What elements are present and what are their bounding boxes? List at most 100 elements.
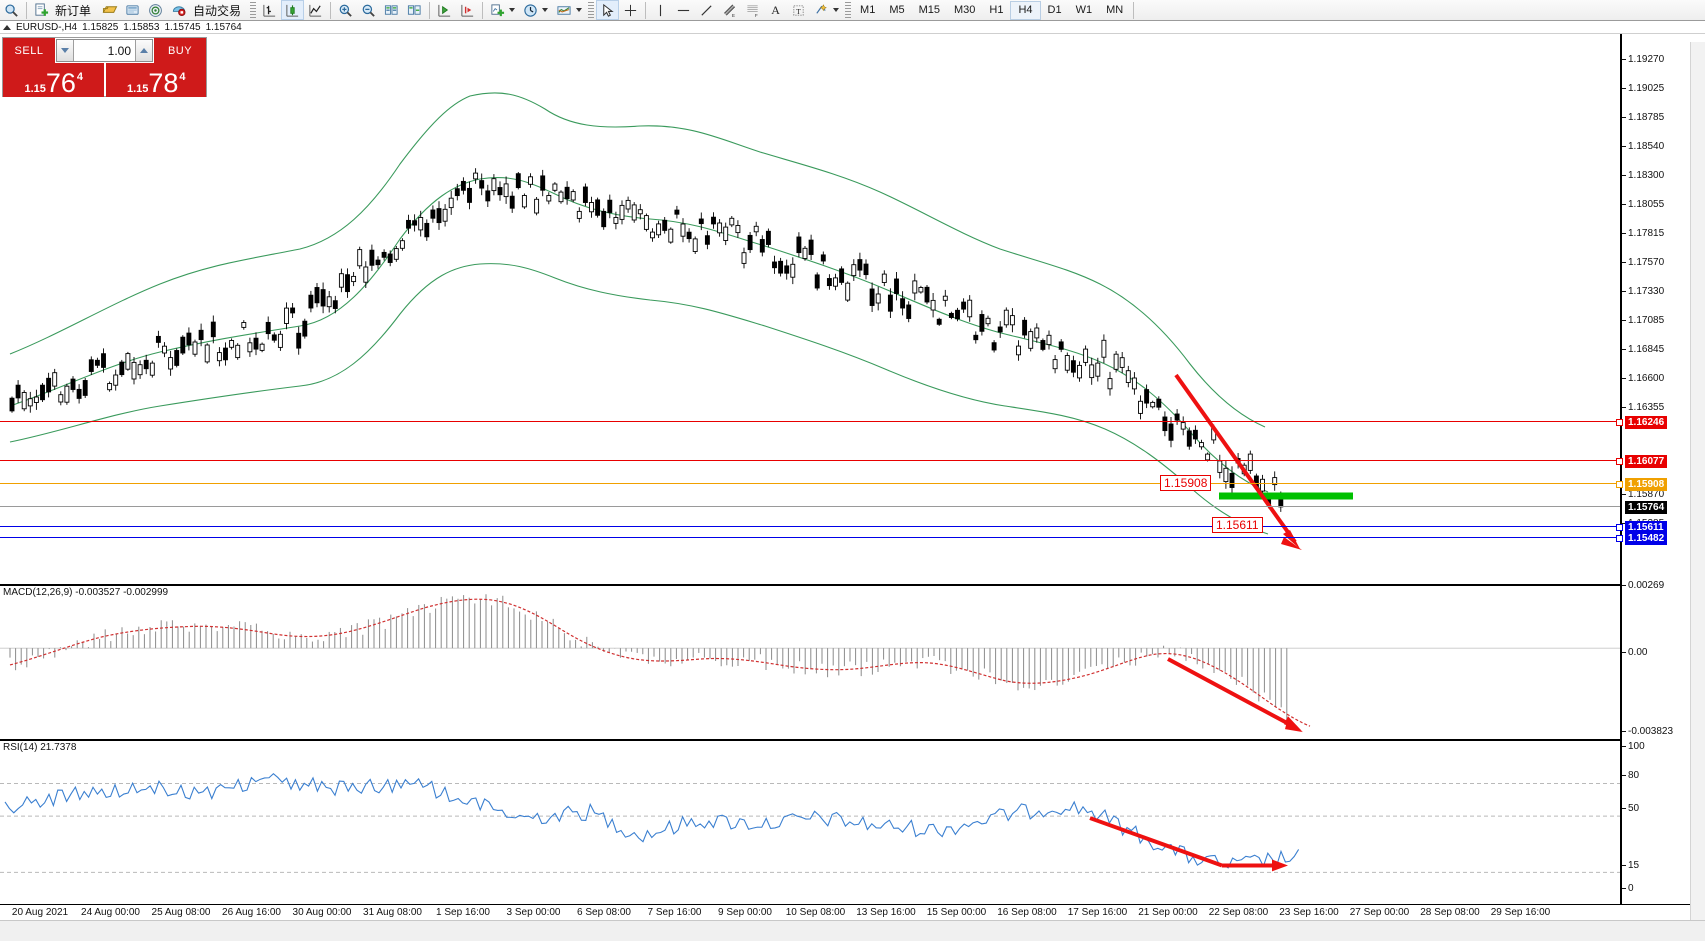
price-tag-resistance-1[interactable]: 1.16246 <box>1625 416 1668 429</box>
level-line-1.15482[interactable] <box>0 537 1620 538</box>
price-tag-support-2[interactable]: 1.15482 <box>1625 532 1668 545</box>
rsi-pane[interactable]: RSI(14) 21.7378 <box>0 739 1705 904</box>
vertical-scrollbar[interactable] <box>1690 42 1705 941</box>
time-axis-label: 25 Aug 08:00 <box>151 907 211 918</box>
time-axis-label: 30 Aug 00:00 <box>292 907 352 918</box>
time-axis[interactable]: 20 Aug 2021 24 Aug 00:00 25 Aug 08:00 26 Au… <box>0 904 1705 920</box>
signals-icon[interactable] <box>144 0 167 20</box>
buy-price-sup: 4 <box>179 71 186 83</box>
period-button[interactable] <box>519 0 552 20</box>
zoom-out-icon[interactable] <box>357 0 380 20</box>
time-axis-label: 3 Sep 00:00 <box>506 907 561 918</box>
axis-tick: 1.18785 <box>1622 112 1664 123</box>
timeframe-h1[interactable]: H1 <box>989 4 1004 16</box>
volume-decrease-button[interactable] <box>57 40 74 61</box>
macd-pane[interactable]: MACD(12,26,9) -0.003527 -0.002999 <box>0 584 1705 739</box>
folder-icon[interactable] <box>98 0 121 20</box>
magnifier-icon[interactable] <box>0 0 23 20</box>
timeframe-m30[interactable]: M30 <box>954 4 976 16</box>
level-line-1.15908[interactable] <box>0 483 1620 484</box>
toolbar-grip[interactable] <box>250 1 257 19</box>
chevron-down-icon-4[interactable] <box>833 8 840 12</box>
cursor-icon[interactable] <box>596 0 620 20</box>
sell-price-prefix: 1.15 <box>24 83 46 95</box>
axis-tick: 1.17815 <box>1622 228 1664 239</box>
price-tag-support-1[interactable]: 1.15611 <box>1625 521 1667 534</box>
trendline-icon[interactable] <box>695 0 718 20</box>
symbol-name: EURUSD-,H4 <box>16 21 78 33</box>
vertical-line-icon[interactable] <box>649 0 672 20</box>
level-line-1.16077[interactable] <box>0 460 1620 461</box>
resistance-annotation[interactable]: 1.15908 <box>1160 475 1212 491</box>
toolbar-divider-2 <box>330 1 332 19</box>
level-line-1.16246[interactable] <box>0 421 1620 422</box>
volume-increase-button[interactable] <box>135 40 152 61</box>
candlestick-icon[interactable] <box>281 0 305 20</box>
sell-button[interactable]: SELL <box>3 38 55 63</box>
svg-text:T: T <box>796 6 801 15</box>
bar-chart-icon[interactable] <box>258 0 281 20</box>
text-icon[interactable]: A <box>771 2 780 17</box>
time-axis-label: 21 Sep 00:00 <box>1138 907 1198 918</box>
crosshair-icon[interactable] <box>619 0 642 20</box>
autotrading-button[interactable]: 自动交易 <box>167 0 248 20</box>
symbol-header: EURUSD-,H4 1.15825 1.15853 1.15745 1.157… <box>0 21 1705 34</box>
horizontal-line-icon[interactable] <box>672 0 695 20</box>
chevron-down-icon-2[interactable] <box>542 8 549 12</box>
volume-stepper[interactable]: 1.00 <box>56 39 153 62</box>
level-handle[interactable] <box>1616 481 1623 488</box>
level-handle[interactable] <box>1616 535 1623 542</box>
time-axis-label: 6 Sep 08:00 <box>577 907 631 918</box>
level-handle[interactable] <box>1616 458 1623 465</box>
price-tag-pivot[interactable]: 1.15908 <box>1625 478 1668 491</box>
rsi-label: RSI(14) 21.7378 <box>3 742 77 753</box>
new-order-button[interactable]: 新订单 <box>30 0 98 20</box>
price-tag-resistance-2[interactable]: 1.16077 <box>1625 455 1668 468</box>
level-line-1.15611[interactable] <box>0 526 1620 527</box>
chevron-down-icon[interactable] <box>509 8 516 12</box>
one-click-trading-panel[interactable]: SELL 1.00 BUY 1.15 76 4 1.15 78 4 <box>2 37 207 97</box>
timeframe-h4[interactable]: H4 <box>1010 0 1041 20</box>
time-axis-label: 7 Sep 16:00 <box>647 907 702 918</box>
collapse-icon[interactable] <box>3 24 11 30</box>
rsi-axis-tick: 50 <box>1622 803 1639 814</box>
rsi-plot <box>0 772 1620 873</box>
time-axis-label: 10 Sep 08:00 <box>785 907 846 918</box>
price-pane[interactable]: 1.15908 1.15611 <box>0 34 1705 584</box>
timeframe-m1[interactable]: M1 <box>860 4 876 16</box>
volume-input[interactable]: 1.00 <box>107 43 131 58</box>
chart-step-icon[interactable] <box>456 0 479 20</box>
autotrading-label: 自动交易 <box>193 3 242 18</box>
level-handle[interactable] <box>1616 419 1623 426</box>
main-toolbar[interactable]: 新订单 自动交易 <box>0 0 1705 21</box>
support-annotation[interactable]: 1.15611 <box>1212 517 1263 533</box>
fibonacci-icon[interactable]: F <box>741 0 764 20</box>
timeframe-m5[interactable]: M5 <box>889 4 905 16</box>
templates-button[interactable] <box>552 0 586 20</box>
level-handle[interactable] <box>1616 524 1623 531</box>
macd-axis-tick: 0.00 <box>1622 647 1647 658</box>
timeframe-mn[interactable]: MN <box>1106 4 1124 16</box>
label-icon[interactable]: T <box>787 0 810 20</box>
terminal-icon[interactable] <box>121 0 144 20</box>
buy-button[interactable]: BUY <box>154 38 206 63</box>
autoscroll-icon[interactable] <box>380 0 403 20</box>
chart-play-icon[interactable] <box>433 0 456 20</box>
toolbar-grip-2[interactable] <box>588 1 595 19</box>
chart-window[interactable]: EURUSD-,H4 1.15825 1.15853 1.15745 1.157… <box>0 21 1705 941</box>
timeframe-m15[interactable]: M15 <box>918 4 940 16</box>
equidistant-channel-icon[interactable]: E <box>718 0 741 20</box>
toolbar-grip-3[interactable] <box>845 1 852 19</box>
indicators-button[interactable] <box>486 0 519 20</box>
objects-button[interactable] <box>810 0 843 20</box>
timeframe-w1[interactable]: W1 <box>1075 4 1093 16</box>
sell-price-display[interactable]: 1.15 76 4 <box>3 63 104 97</box>
buy-price-display[interactable]: 1.15 78 4 <box>105 63 206 97</box>
chevron-down-icon-3[interactable] <box>576 8 583 12</box>
line-chart-icon[interactable] <box>304 0 327 20</box>
ohlc-high: 1.15853 <box>123 21 160 33</box>
timeframe-d1[interactable]: D1 <box>1047 4 1062 16</box>
chart-shift-icon[interactable] <box>403 0 426 20</box>
zoom-in-icon[interactable] <box>334 0 357 20</box>
macd-label: MACD(12,26,9) -0.003527 -0.002999 <box>3 587 169 598</box>
